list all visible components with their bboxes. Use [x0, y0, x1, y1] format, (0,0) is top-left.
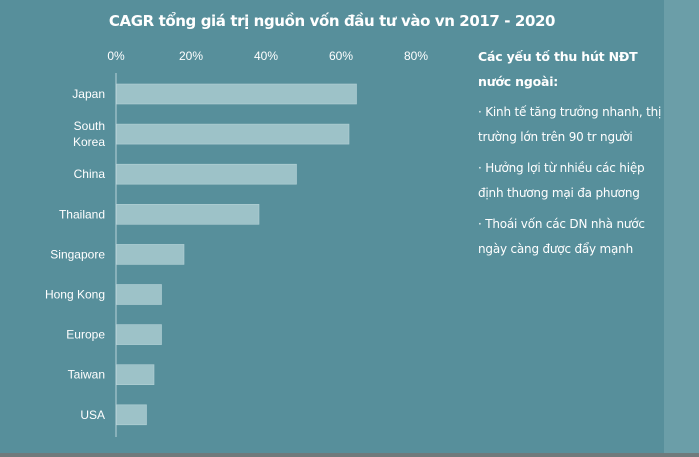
bar-hong-kong	[116, 284, 162, 305]
bar-singapore	[116, 244, 185, 265]
panel-item: · Hưởng lợi từ nhiều các hiệp định thươn…	[478, 161, 645, 200]
bar-china	[116, 163, 297, 185]
category-label: Japan	[72, 87, 105, 101]
bar-europe	[116, 324, 162, 345]
chart-title: CAGR tổng giá trị nguồn vốn đầu tư vào v…	[108, 12, 556, 30]
bar-japan	[116, 83, 357, 105]
category-label: China	[74, 167, 106, 181]
bar-south-korea	[116, 123, 350, 145]
x-tick-label: 20%	[179, 49, 203, 63]
panel-heading: Các yếu tố thu hút NĐT nước ngoài:	[478, 49, 638, 89]
x-tick-label: 0%	[107, 49, 125, 63]
factors-panel: Các yếu tố thu hút NĐT nước ngoài: · Kin…	[478, 44, 668, 268]
category-label: Taiwan	[68, 368, 105, 382]
category-label: Europe	[66, 328, 105, 342]
category-label: Hong Kong	[45, 288, 105, 302]
category-label: Singapore	[50, 247, 105, 261]
bar-usa	[116, 404, 147, 426]
x-tick-label: 80%	[404, 49, 428, 63]
x-tick-label: 60%	[329, 49, 353, 63]
side-strip	[664, 0, 699, 457]
panel-item: · Thoái vốn các DN nhà nước ngày càng đư…	[478, 217, 645, 256]
category-label: USA	[80, 408, 105, 422]
bar-taiwan	[116, 364, 155, 386]
category-label: Thailand	[59, 207, 105, 221]
bar-thailand	[116, 204, 260, 225]
x-tick-label: 40%	[254, 49, 278, 63]
bar-chart: 0% 20% 40% 60% 80% Japan South Korea China Thaila…	[45, 49, 428, 437]
category-label: South Korea	[73, 119, 105, 149]
panel-item: · Kinh tế tăng trưởng nhanh, thị trường …	[478, 105, 662, 144]
bottom-edge	[0, 453, 699, 457]
